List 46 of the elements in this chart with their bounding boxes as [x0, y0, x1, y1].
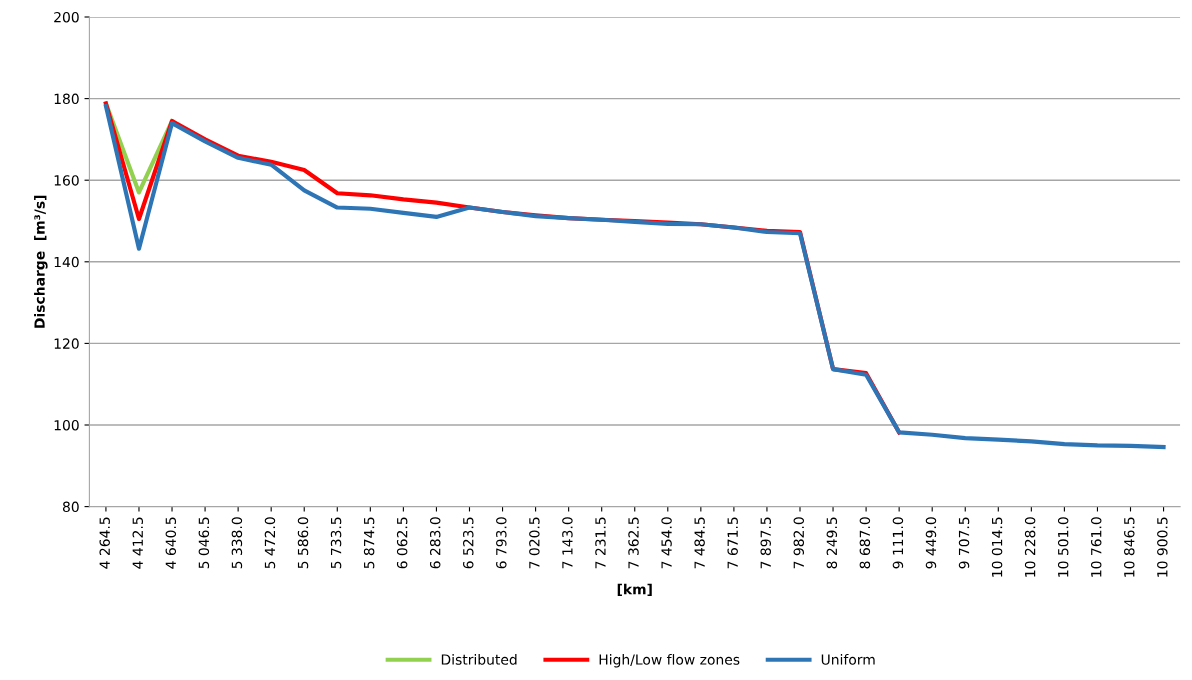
x-tick-label: 10 761.0 [1090, 517, 1102, 577]
x-tick-label: 6 283.0 [429, 517, 441, 569]
x-tick-label: 7 231.5 [595, 517, 606, 569]
x-tick-label: 5 586.0 [297, 517, 309, 569]
x-tick-label: 7 982.0 [793, 517, 805, 569]
x-tick-label: 5 472.0 [264, 517, 276, 569]
x-tick-label: 9 707.5 [958, 517, 970, 569]
x-tick-label: 9 111.0 [892, 517, 904, 569]
line-series [103, 103, 1166, 450]
x-axis-title: [km] [617, 583, 652, 597]
x-tick-label: 7 897.5 [760, 517, 771, 569]
x-tick-label: 7 454.0 [661, 517, 672, 569]
y-tick-label: 80 [62, 501, 79, 513]
y-axis-title: Discharge [m³/s] [34, 195, 48, 328]
x-tick-label: 10 228.0 [1024, 517, 1036, 577]
x-tick-label: 7 484.5 [694, 517, 705, 569]
x-tick-label: 10 014.5 [991, 517, 1003, 577]
x-tick-label: 8 249.5 [826, 517, 838, 569]
y-tick-label: 200 [54, 11, 79, 23]
x-tick-label: 5 733.5 [330, 517, 342, 569]
y-tick-label: 120 [54, 338, 79, 349]
x-tick-label: 5 338.0 [231, 517, 243, 569]
x-tick-label: 10 900.5 [1157, 517, 1168, 577]
x-tick-label: 4 264.5 [99, 517, 110, 569]
y-tick-label: 160 [54, 175, 79, 186]
y-tick-label: 180 [54, 93, 79, 105]
x-tick-label: 7 020.5 [529, 517, 540, 569]
x-tick-label: 5 046.5 [198, 517, 210, 569]
x-tick-label: 9 449.0 [925, 517, 937, 569]
legend-label: Distributed [441, 654, 517, 665]
x-tick-label: 7 362.5 [628, 517, 639, 569]
x-tick-label: 8 687.0 [859, 517, 871, 569]
legend-label: Uniform [821, 654, 875, 665]
x-tick-label: 5 874.5 [363, 517, 375, 569]
x-tick-label: 10 846.5 [1124, 517, 1135, 577]
x-tick-label: 7 143.0 [562, 517, 573, 569]
x-tick-label: 10 501.0 [1057, 517, 1069, 577]
x-tick-label: 6 062.5 [396, 517, 408, 569]
x-tick-label: 7 671.5 [727, 517, 738, 569]
x-tick-label: 4 640.5 [165, 517, 177, 569]
x-tick-label: 6 793.0 [496, 517, 507, 569]
legend-label: High/Low flow zones [599, 654, 740, 668]
y-tick-label: 140 [54, 256, 79, 268]
x-tick-label: 6 523.5 [463, 517, 474, 569]
x-tick-label: 4 412.5 [132, 517, 144, 569]
y-tick-label: 100 [54, 419, 79, 431]
